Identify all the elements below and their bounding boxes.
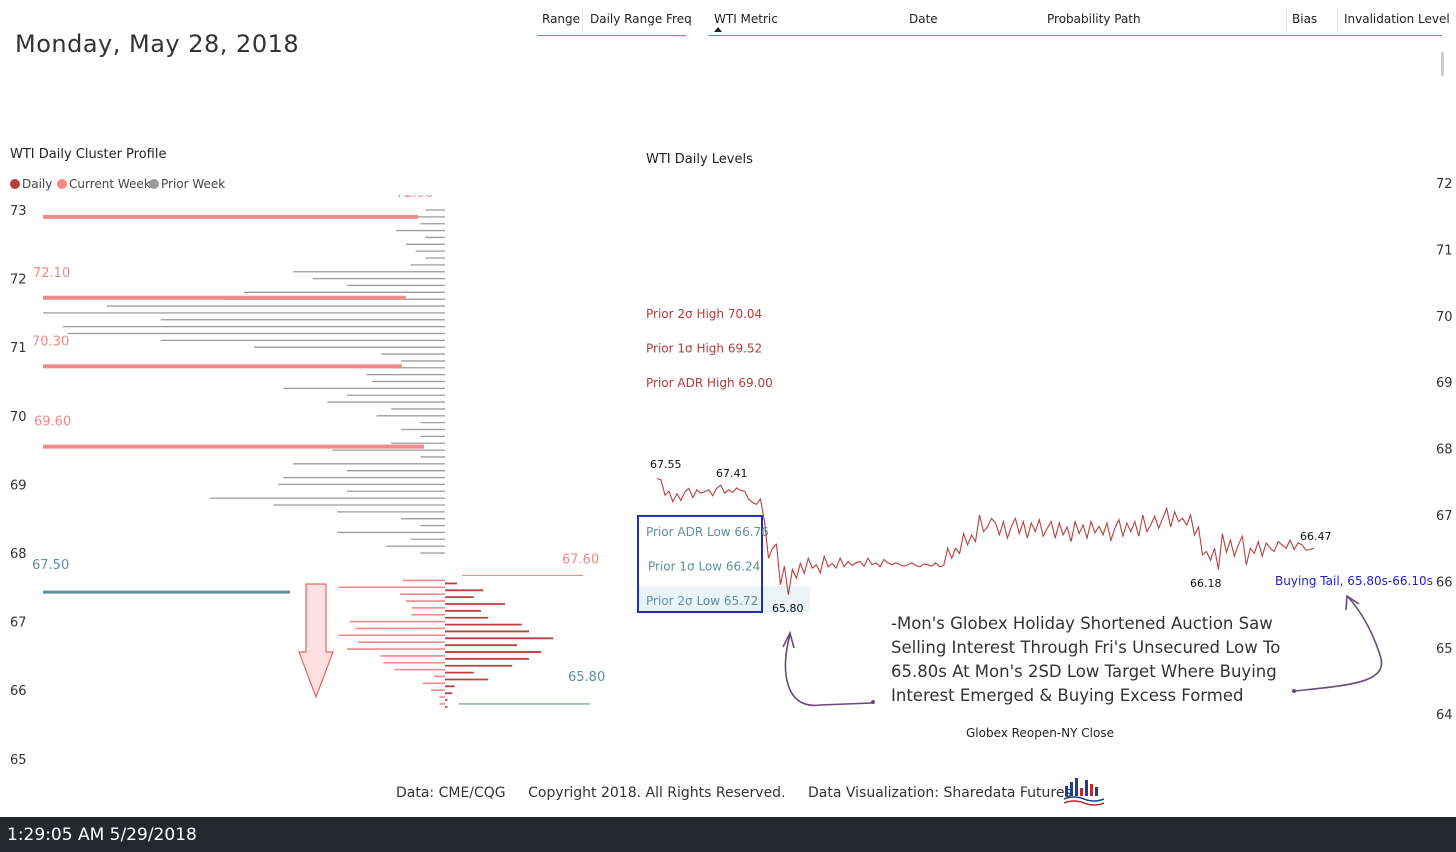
table-scrollbar[interactable] (1441, 52, 1444, 76)
sort-ascending-icon[interactable] (714, 27, 722, 32)
legend-dot-icon (10, 179, 20, 189)
legend-prior-week[interactable]: Prior Week (149, 177, 225, 191)
footer: Data: CME/CQG Copyright 2018. All Rights… (396, 785, 1090, 801)
high-level-labels: Prior 2σ High 70.04 Prior 1σ High 69.52 Pr… (646, 307, 773, 390)
data-source: Data: CME/CQG (396, 785, 506, 801)
y-tick-label: 70 (1436, 310, 1453, 325)
col-daily-range-freq[interactable]: Daily Range Freq (590, 12, 692, 26)
visualization-credit: Data Visualization: Sharedata Futures (807, 785, 1072, 801)
point-label: 66.47 (1300, 530, 1332, 543)
y-tick-label: 72 (10, 273, 27, 288)
point-label: 65.80 (772, 602, 804, 615)
y-tick-label: 73 (10, 204, 27, 219)
y-axis: 73 72 71 70 69 68 67 66 65 (10, 204, 27, 768)
legend-label: Prior Week (161, 177, 226, 191)
level-label: Prior 1σ High 69.52 (646, 342, 762, 356)
daily-levels-title: WTI Daily Levels (646, 152, 753, 167)
y-tick-label: 69 (1436, 376, 1453, 391)
col-separator (1286, 8, 1287, 34)
y-tick-label: 70 (10, 410, 27, 425)
page-title: Monday, May 28, 2018 (15, 30, 300, 58)
sharedata-logo-icon (1063, 778, 1105, 806)
profile-levels: 72.90 72.10 70.30 69.60 67.50 67.60 65.80 (32, 195, 605, 705)
range-table-underline (537, 35, 686, 36)
low-box-border (637, 514, 763, 613)
y-tick-label: 65 (10, 753, 27, 768)
legend-label: Daily (22, 177, 53, 191)
commentary-line: Selling Interest Through Fri's Unsecured… (891, 638, 1281, 657)
commentary-line: 65.80s At Mon's 2SD Low Target Where Buy… (891, 662, 1277, 681)
status-bar (0, 817, 1456, 852)
level-label: Prior ADR High 69.00 (646, 376, 773, 390)
arrow-dot (1292, 689, 1296, 693)
point-labels: 67.55 67.41 65.80 66.18 66.47 (650, 458, 1332, 615)
legend-label: Current Week (69, 177, 151, 191)
commentary-line: -Mon's Globex Holiday Shortened Auction … (891, 614, 1273, 633)
low-level-label: Prior 2σ Low 65.72 (646, 594, 758, 608)
daily-high-label: 67.60 (562, 552, 599, 567)
annotation-arrow-left (784, 634, 873, 707)
legend-dot-icon (149, 179, 159, 189)
x-axis-label: Globex Reopen-NY Close (966, 726, 1114, 740)
current-week-level-label: 70.30 (32, 334, 69, 349)
col-bias[interactable]: Bias (1292, 12, 1318, 26)
col-separator (582, 8, 583, 34)
y-tick-label: 71 (10, 341, 27, 356)
down-arrow-icon (298, 583, 334, 699)
low-level-label: Prior ADR Low 66.76 (646, 525, 769, 539)
annotation-arrow-right (1294, 596, 1383, 692)
y-tick-label: 67 (10, 616, 27, 631)
y-tick-label: 65 (1436, 642, 1453, 657)
status-timestamp: 1:29:05 AM 5/29/2018 (7, 825, 197, 845)
prior-week-profile (43, 209, 445, 554)
commentary-text: -Mon's Globex Holiday Shortened Auction … (891, 612, 1321, 708)
metric-table-underline (708, 35, 1442, 36)
point-label: 67.41 (716, 467, 748, 480)
cluster-profile-chart[interactable]: 73 72 71 70 69 68 67 66 65 72.90 72.10 70.30 69.60 6… (0, 195, 640, 775)
y-tick-label: 66 (1436, 575, 1453, 590)
arrow-head-icon (782, 630, 795, 649)
y-tick-label: 69 (10, 478, 27, 493)
arrow-head-icon (1345, 594, 1360, 611)
point-label: 66.18 (1190, 577, 1222, 590)
y-tick-label: 68 (1436, 443, 1453, 458)
y-tick-label: 66 (10, 684, 27, 699)
y-tick-label: 71 (1436, 243, 1453, 258)
legend-dot-icon (57, 179, 67, 189)
prior-week-level-label: 67.50 (32, 558, 69, 573)
current-week-level-label: 72.90 (396, 195, 433, 201)
point-label: 67.55 (650, 458, 682, 471)
y-tick-label: 72 (1436, 177, 1453, 192)
daily-low-label: 65.80 (568, 670, 605, 685)
col-date[interactable]: Date (909, 12, 938, 26)
y-tick-label: 64 (1436, 708, 1453, 723)
daily-profile (338, 579, 553, 708)
level-label: Prior 2σ High 70.04 (646, 307, 762, 321)
col-invalidation-level[interactable]: Invalidation Level (1344, 12, 1450, 26)
buying-tail-label: Buying Tail, 65.80s-66.10s (1275, 574, 1433, 588)
copyright: Copyright 2018. All Rights Reserved. (528, 785, 786, 801)
y-axis: 72 71 70 69 68 67 66 65 64 (1436, 177, 1453, 723)
col-probability-path[interactable]: Probability Path (1047, 12, 1141, 26)
col-separator (1337, 8, 1338, 34)
col-wti-metric[interactable]: WTI Metric (714, 12, 778, 26)
low-level-label: Prior 1σ Low 66.24 (648, 559, 760, 573)
legend-daily[interactable]: Daily (10, 177, 52, 191)
cluster-profile-title: WTI Daily Cluster Profile (10, 147, 167, 162)
current-week-level-label: 72.10 (33, 266, 70, 281)
price-series-line (656, 477, 1315, 595)
low-band-shade (638, 585, 810, 612)
y-tick-label: 68 (10, 547, 27, 562)
legend-current-week[interactable]: Current Week (57, 177, 151, 191)
low-levels-box: Prior ADR Low 66.76 Prior 1σ Low 66.24 Pri… (637, 514, 769, 613)
y-tick-label: 67 (1436, 509, 1453, 524)
col-range[interactable]: Range (542, 12, 581, 26)
current-week-level-label: 69.60 (34, 415, 71, 430)
arrow-dot (871, 700, 875, 704)
commentary-line: Interest Emerged & Buying Excess Formed (891, 686, 1244, 705)
